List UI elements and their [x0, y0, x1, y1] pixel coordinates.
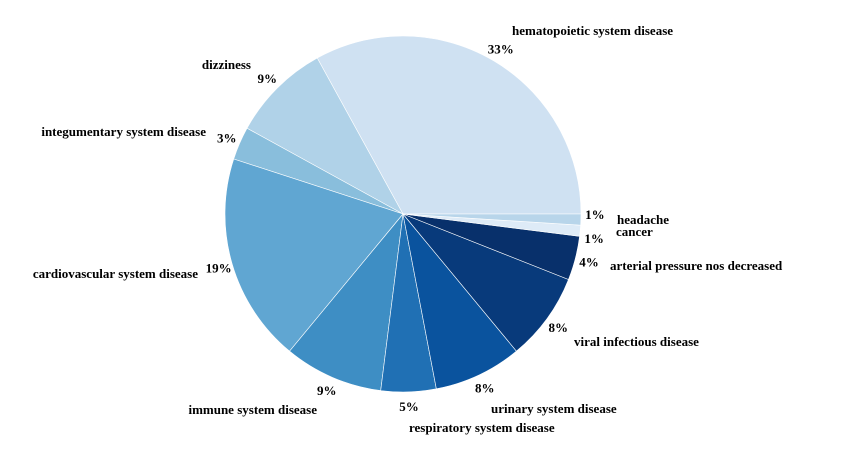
pie-label-integumentary-system-disease: integumentary system disease	[41, 124, 206, 139]
pie-slice-immune-system-disease	[289, 213, 404, 391]
pie-labels: 33% hematopoietic system disease 9% dizzine…	[33, 23, 783, 435]
pie-label-viral-infectious-disease: viral infectious disease	[574, 334, 699, 349]
pie-label-hematopoietic-system-disease: hematopoietic system disease	[512, 23, 673, 38]
pie-slice-viral-infectious-disease	[402, 213, 569, 352]
pie-label-cancer: cancer	[616, 224, 653, 239]
pie-slices	[224, 35, 582, 393]
pie-percent-immune-system-disease: 9%	[317, 383, 337, 398]
pie-slice-dizziness	[246, 57, 404, 215]
pie-percent-hematopoietic-system-disease: 33%	[488, 42, 514, 57]
pie-percent-urinary-system-disease: 8%	[475, 381, 495, 396]
pie-label-headache: headache	[617, 212, 669, 227]
pie-percent-respiratory-system-disease: 5%	[399, 399, 419, 414]
pie-percent-arterial-pressure-nos-decreased: 4%	[579, 255, 599, 270]
pie-slice-headache	[402, 213, 582, 226]
pie-slice-urinary-system-disease	[402, 213, 517, 390]
pie-percent-cancer: 1%	[584, 231, 604, 246]
pie-percent-viral-infectious-disease: 8%	[549, 320, 569, 335]
pie-percent-headache: 1%	[585, 207, 605, 222]
pie-label-respiratory-system-disease: respiratory system disease	[409, 420, 555, 435]
pie-label-immune-system-disease: immune system disease	[188, 402, 317, 417]
pie-percent-integumentary-system-disease: 3%	[217, 131, 237, 146]
pie-label-arterial-pressure-nos-decreased: arterial pressure nos decreased	[610, 258, 783, 273]
pie-slice-hematopoietic-system-disease	[316, 35, 582, 215]
pie-percent-cardiovascular-system-disease: 19%	[206, 261, 232, 276]
pie-label-urinary-system-disease: urinary system disease	[491, 401, 617, 416]
pie-label-cardiovascular-system-disease: cardiovascular system disease	[33, 266, 198, 281]
pie-slice-cardiovascular-system-disease	[224, 158, 404, 352]
pie-label-dizziness: dizziness	[202, 57, 251, 72]
pie-percent-dizziness: 9%	[257, 71, 277, 86]
